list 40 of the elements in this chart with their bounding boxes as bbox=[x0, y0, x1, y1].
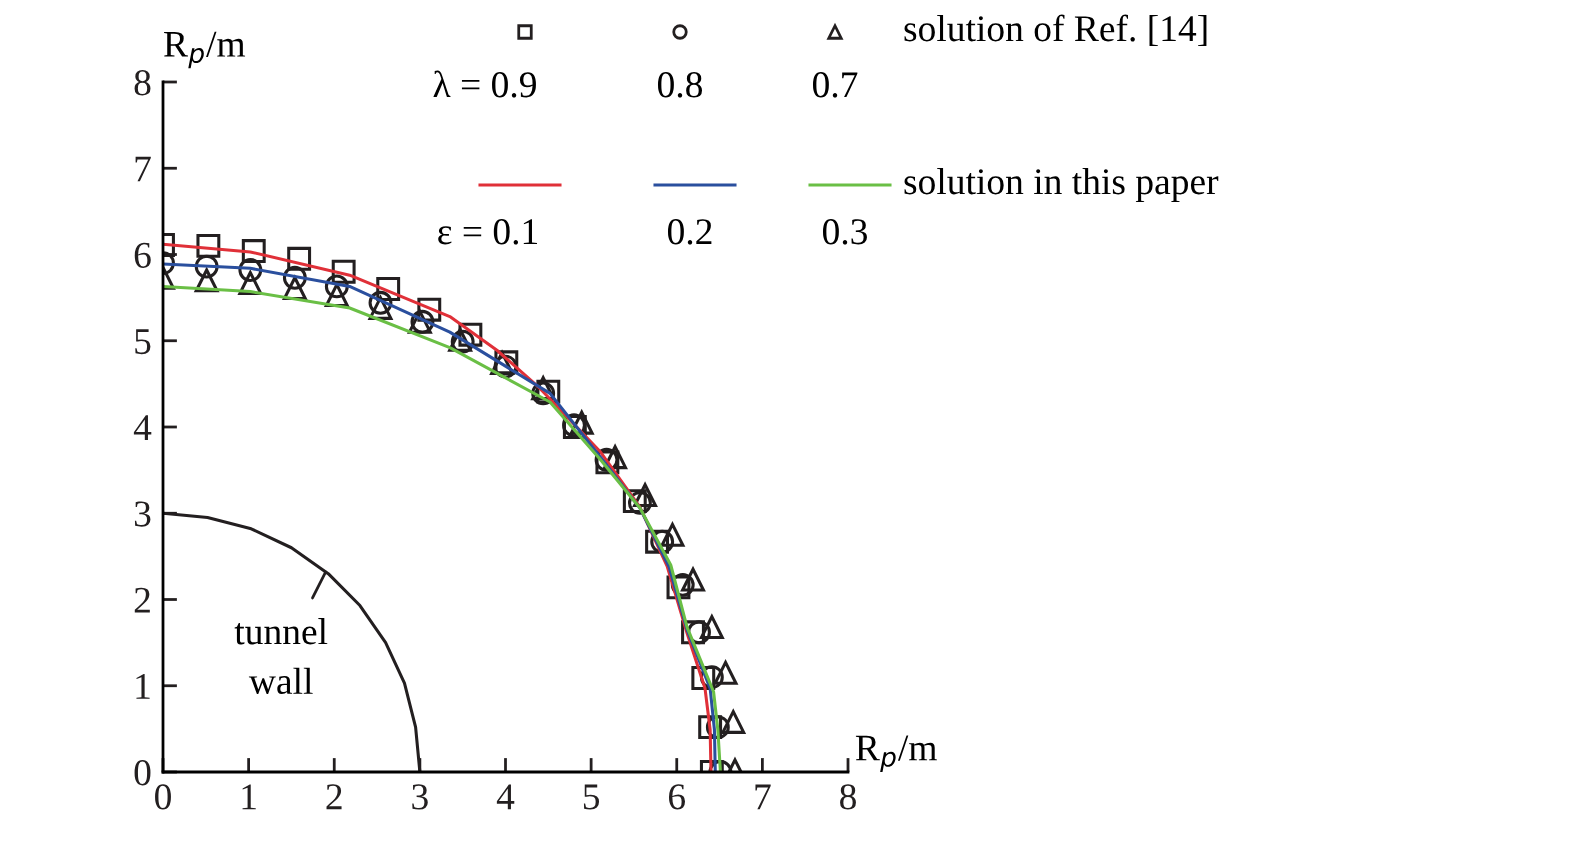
text: solution of Ref. [14] bbox=[904, 14, 1207, 47]
y-tick-label: 1 bbox=[136, 674, 150, 699]
y-tick-label: 2 bbox=[134, 587, 150, 613]
x-tick-label: 4 bbox=[496, 784, 515, 810]
legend-label: 0.8 bbox=[657, 72, 703, 98]
legend-label: 0.7 bbox=[812, 72, 858, 98]
y-tick-label: 3 bbox=[134, 501, 151, 527]
x-tick-label: 6 bbox=[668, 784, 686, 810]
point bbox=[699, 615, 724, 640]
point bbox=[287, 246, 312, 271]
legend-label: 0.2 bbox=[667, 219, 712, 245]
x-tick-label: 7 bbox=[755, 784, 771, 810]
legend-label: λ = 0.9 bbox=[433, 70, 536, 98]
point bbox=[660, 522, 685, 547]
y-tick-label: 7 bbox=[135, 156, 151, 182]
point bbox=[721, 710, 746, 734]
legend-label: ε = 0.1 bbox=[438, 219, 538, 245]
point bbox=[238, 258, 263, 282]
point bbox=[196, 233, 221, 258]
x-tick-label: 8 bbox=[840, 784, 856, 810]
text: solution in this paper bbox=[904, 168, 1219, 202]
x-tick-label: 1 bbox=[242, 784, 256, 810]
x-tick-label: 2 bbox=[326, 784, 342, 810]
y-tick-label: 4 bbox=[133, 415, 152, 441]
y-tick-label: 6 bbox=[134, 242, 151, 268]
x-axis-title: R$_{p}$/m bbox=[855, 735, 937, 772]
point bbox=[241, 239, 266, 263]
x-tick-label: 0 bbox=[155, 784, 171, 810]
y-tick-label: 0 bbox=[134, 760, 151, 786]
point bbox=[282, 265, 307, 290]
point bbox=[680, 565, 706, 592]
y-tick-label: 5 bbox=[135, 329, 151, 355]
y-axis-title: R$_{p}$/m bbox=[164, 31, 246, 69]
y-tick-label: 8 bbox=[134, 70, 151, 96]
legend-label: 0.3 bbox=[822, 219, 867, 245]
annotation: tunnel wall bbox=[234, 618, 328, 695]
x-tick-label: 3 bbox=[412, 784, 428, 810]
point bbox=[194, 254, 219, 279]
x-tick-label: 5 bbox=[583, 784, 600, 810]
point bbox=[713, 660, 738, 685]
